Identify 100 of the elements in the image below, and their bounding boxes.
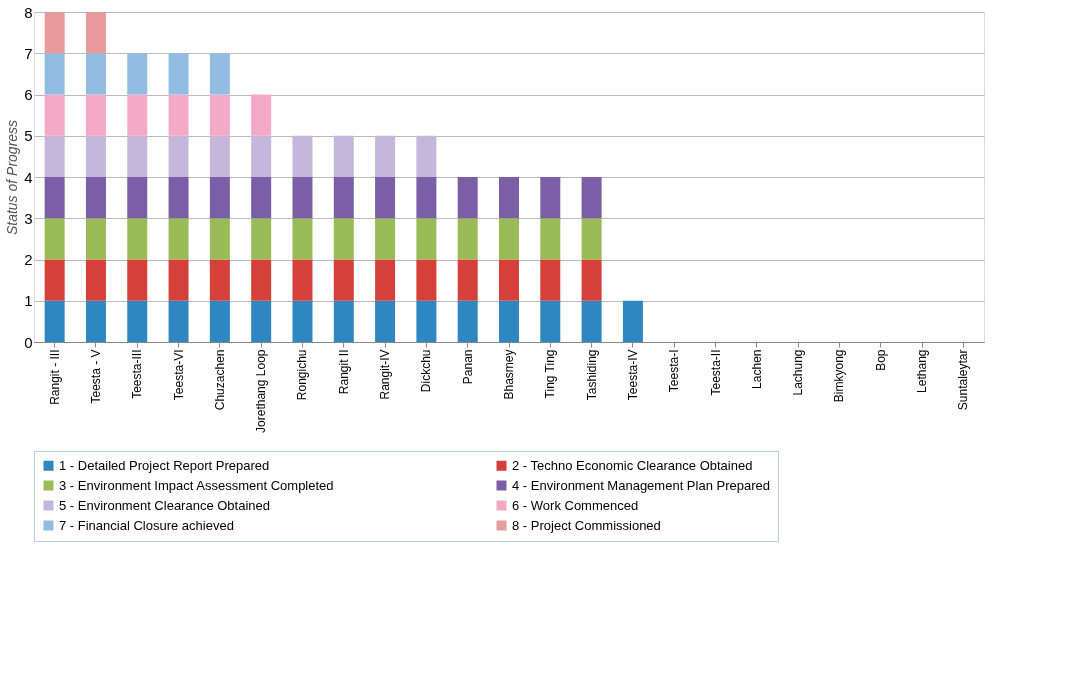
bar	[85, 177, 106, 219]
bar	[168, 53, 189, 95]
x-tick-label: Suntaleytar	[956, 349, 971, 411]
bar	[251, 218, 272, 260]
x-tick-label: Lethang	[915, 349, 930, 393]
y-tick-label: 8	[24, 3, 33, 21]
bar	[209, 177, 230, 219]
bar	[168, 135, 189, 177]
bar	[85, 259, 106, 301]
legend-label: 1 - Detailed Project Report Prepared	[59, 457, 270, 473]
bar	[333, 135, 354, 177]
bar	[168, 218, 189, 260]
bar	[375, 135, 396, 177]
x-tick-label: Bhasmey	[502, 349, 516, 400]
bar	[375, 218, 396, 260]
x-tick-label: Rangit II	[336, 349, 351, 395]
bar	[209, 94, 230, 136]
x-tick-label: Teesta - V	[88, 349, 103, 404]
bar	[499, 218, 519, 260]
y-tick-label: 6	[24, 86, 33, 103]
bar	[540, 218, 561, 260]
bar	[375, 259, 396, 301]
bar	[127, 177, 148, 219]
bar	[209, 135, 230, 177]
bar	[127, 53, 148, 95]
bar	[581, 259, 602, 301]
y-tick-label: 4	[24, 168, 33, 186]
legend-label: 4 - Environment Management Plan Prepared	[512, 477, 770, 493]
bar	[540, 259, 561, 301]
bar	[416, 300, 437, 342]
bar	[457, 218, 478, 260]
bar	[622, 300, 643, 342]
bar	[44, 177, 65, 219]
bar	[127, 94, 148, 136]
bar	[168, 94, 189, 136]
y-tick-label: 1	[24, 292, 33, 310]
bar	[85, 300, 106, 342]
bar	[85, 53, 106, 95]
bar	[499, 300, 519, 342]
legend-label: 2 - Techno Economic Clearance Obtained	[512, 457, 753, 473]
bar	[85, 135, 106, 177]
bar	[251, 259, 272, 301]
legend-label: 7 - Financial Closure achieved	[59, 517, 234, 533]
bar	[44, 218, 65, 260]
bar	[209, 218, 230, 260]
bar	[292, 135, 313, 177]
bar	[540, 177, 561, 219]
x-tick-label: Teesta-IV	[625, 349, 640, 401]
y-tick-label: 5	[24, 127, 33, 145]
bar	[581, 177, 602, 219]
bar	[416, 218, 437, 260]
bar	[333, 300, 354, 342]
bar	[292, 218, 313, 260]
bar	[416, 177, 437, 219]
bar	[292, 259, 313, 301]
bar	[457, 259, 478, 301]
x-tick-label: Lachen	[749, 349, 764, 389]
x-tick-label: Tashiding	[584, 349, 599, 401]
bar	[209, 53, 230, 95]
x-tick-label: Bop	[873, 349, 888, 371]
bar	[540, 300, 561, 342]
bar	[457, 177, 478, 219]
bar	[251, 177, 272, 219]
legend-label: 6 - Work Commenced	[512, 497, 639, 513]
x-tick-label: Teesta-VI	[171, 349, 186, 401]
bar	[127, 218, 148, 260]
bar	[127, 259, 148, 301]
bar	[581, 300, 602, 342]
y-tick-label: 2	[24, 251, 33, 268]
bar	[127, 135, 148, 177]
bar	[416, 135, 437, 177]
x-tick-label: Lachung	[791, 349, 806, 396]
bar	[168, 300, 189, 342]
y-tick-label: 7	[24, 44, 33, 62]
bar	[333, 177, 354, 219]
bar	[85, 94, 106, 136]
bar	[499, 177, 519, 219]
x-tick-label: Rangit - III	[47, 349, 62, 405]
bar	[168, 177, 189, 219]
bar	[333, 218, 354, 260]
x-tick-label: Rongichu	[295, 349, 310, 401]
bar	[127, 300, 148, 342]
x-tick-label: Teesta-II	[708, 349, 723, 396]
bar	[375, 177, 396, 219]
bar	[85, 218, 106, 260]
bar	[251, 300, 272, 342]
x-tick-label: Teesta-I	[667, 349, 682, 393]
y-axis-title: Status of Progress	[4, 119, 21, 236]
bar	[44, 53, 65, 95]
bar	[251, 94, 272, 136]
bar	[209, 300, 230, 342]
x-tick-label: Dickchu	[419, 349, 434, 393]
x-tick-label: Bimkyong	[832, 349, 847, 403]
y-tick-label: 0	[24, 333, 33, 351]
bar	[44, 12, 65, 54]
x-tick-label: Chuzachen	[212, 349, 227, 411]
bar	[44, 300, 65, 342]
bar	[251, 135, 272, 177]
bar	[333, 259, 354, 301]
bar	[168, 259, 189, 301]
